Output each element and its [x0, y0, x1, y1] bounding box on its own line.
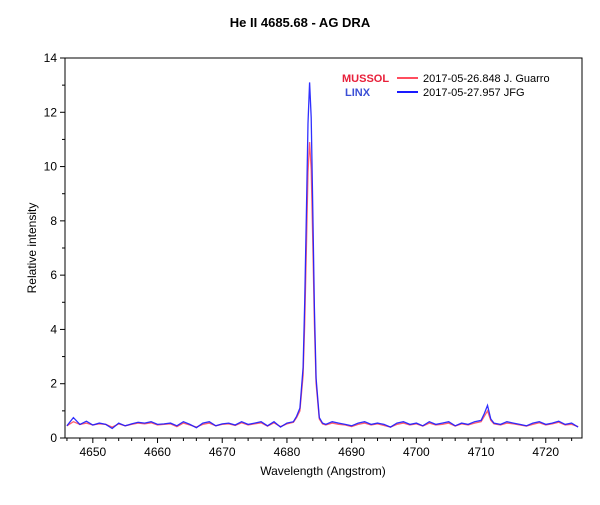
legend-observatory-linx: LINX	[345, 87, 371, 99]
x-tick-label: 4710	[468, 445, 495, 459]
series-line-linx	[66, 82, 579, 430]
legend-series-name: 2017-05-27.957 JFG	[423, 87, 525, 99]
y-tick-label: 12	[44, 105, 58, 119]
x-tick-label: 4660	[144, 445, 171, 459]
y-tick-label: 0	[50, 431, 57, 445]
legend: MUSSOL 2017-05-26.848 J. Guarro LINX 2017-0…	[342, 73, 550, 99]
plot-area: 4650 4660 4670 4680 4690 4700 4710 4720 0 2 4 6 8 10 1…	[44, 51, 583, 459]
x-axis-label: Wavelength (Angstrom)	[260, 464, 386, 478]
plot-frame	[64, 57, 583, 439]
x-tick-label: 4670	[209, 445, 236, 459]
chart-title: He II 4685.68 - AG DRA	[230, 15, 371, 30]
x-tick-label: 4720	[532, 445, 559, 459]
x-tick-label: 4700	[403, 445, 430, 459]
y-tick-label: 14	[44, 51, 58, 65]
y-axis-label: Relative intensity	[25, 203, 39, 294]
y-tick-label: 10	[44, 160, 58, 174]
x-tick-label: 4650	[79, 445, 106, 459]
y-tick-label: 8	[50, 214, 57, 228]
y-tick-label: 4	[50, 322, 57, 336]
legend-observatory-mussol: MUSSOL	[342, 73, 389, 85]
x-tick-label: 4690	[338, 445, 365, 459]
series-line-mussol	[66, 142, 579, 428]
y-tick-label: 2	[50, 377, 57, 391]
x-tick-label: 4680	[274, 445, 301, 459]
y-tick-label: 6	[50, 268, 57, 282]
legend-series-name: 2017-05-26.848 J. Guarro	[423, 73, 550, 85]
